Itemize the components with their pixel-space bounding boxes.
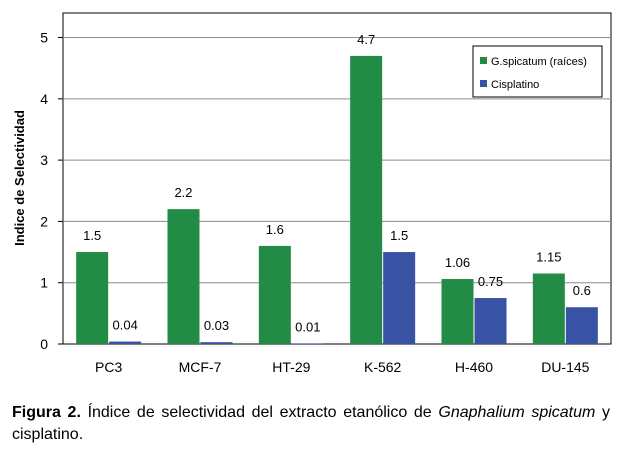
y-tick-label: 3: [40, 152, 48, 168]
bar-series-2: [200, 342, 233, 344]
data-label: 0.6: [573, 283, 591, 298]
legend-label-series-1: G.spicatum (raíces): [491, 56, 587, 68]
x-axis-ticks: PC3 MCF-7 HT-29 K-562 H-460 DU-145: [95, 359, 590, 375]
data-label: 1.15: [536, 250, 561, 265]
data-label: 0.01: [295, 319, 320, 334]
bar-series-2: [474, 298, 507, 344]
bar-series-2: [291, 343, 324, 344]
bars: 1.5 0.04 2.2 0.03 1.6 0.01 4.7 1.5 1.06 0.75 1.15 0…: [76, 32, 598, 344]
caption-species-2: spicatum: [531, 404, 596, 421]
x-tick-label: HT-29: [272, 359, 310, 375]
bar-series-1: [76, 252, 109, 344]
legend-swatch-series-2: [480, 80, 487, 87]
bar-series-2: [383, 252, 416, 344]
caption-text-1: Índice de selectividad del extracto etan…: [80, 404, 439, 421]
data-label: 4.7: [357, 32, 375, 47]
y-axis-ticks: 0 1 2 3 4 5: [40, 30, 63, 352]
data-label: 1.06: [445, 255, 470, 270]
figure-label: Figura 2.: [12, 404, 81, 421]
bar-chart: 0 1 2 3 4 5 Indice de Selectividad 1.5 0.04 2.2…: [12, 12, 612, 375]
data-label: 1.6: [266, 222, 284, 237]
legend: G.spicatum (raíces) Cisplatino: [472, 45, 603, 98]
x-tick-label: PC3: [95, 359, 122, 375]
legend-swatch-series-1: [480, 57, 487, 64]
caption-text-2: y cisplatino.: [12, 404, 611, 443]
x-tick-label: DU-145: [541, 359, 589, 375]
y-axis-label: Indice de Selectividad: [12, 110, 27, 246]
data-label: 1.5: [83, 228, 101, 243]
figure-caption: Figura 2. Índice de selectividad del ext…: [12, 402, 610, 446]
data-label: 1.5: [390, 228, 408, 243]
data-label: 0.03: [204, 318, 229, 333]
caption-species-1: Gnaphalium: [438, 404, 525, 421]
data-label: 0.75: [478, 274, 503, 289]
legend-box: [472, 45, 603, 98]
x-tick-label: H-460: [455, 359, 493, 375]
x-tick-label: MCF-7: [179, 359, 222, 375]
y-tick-label: 1: [40, 275, 48, 291]
bar-series-1: [350, 55, 383, 344]
x-tick-label: K-562: [364, 359, 402, 375]
y-tick-label: 2: [40, 213, 48, 229]
bar-series-1: [167, 209, 200, 344]
bar-series-2: [565, 307, 598, 344]
bar-series-1: [532, 273, 565, 344]
bar-series-2: [109, 341, 142, 344]
y-tick-label: 4: [40, 91, 48, 107]
bar-series-1: [258, 245, 291, 344]
bar-series-1: [441, 279, 474, 344]
data-label: 2.2: [174, 185, 192, 200]
y-tick-label: 0: [40, 336, 48, 352]
data-label: 0.04: [113, 318, 138, 333]
legend-label-series-2: Cisplatino: [491, 79, 539, 91]
gridlines: [63, 37, 611, 284]
y-tick-label: 5: [40, 30, 48, 46]
